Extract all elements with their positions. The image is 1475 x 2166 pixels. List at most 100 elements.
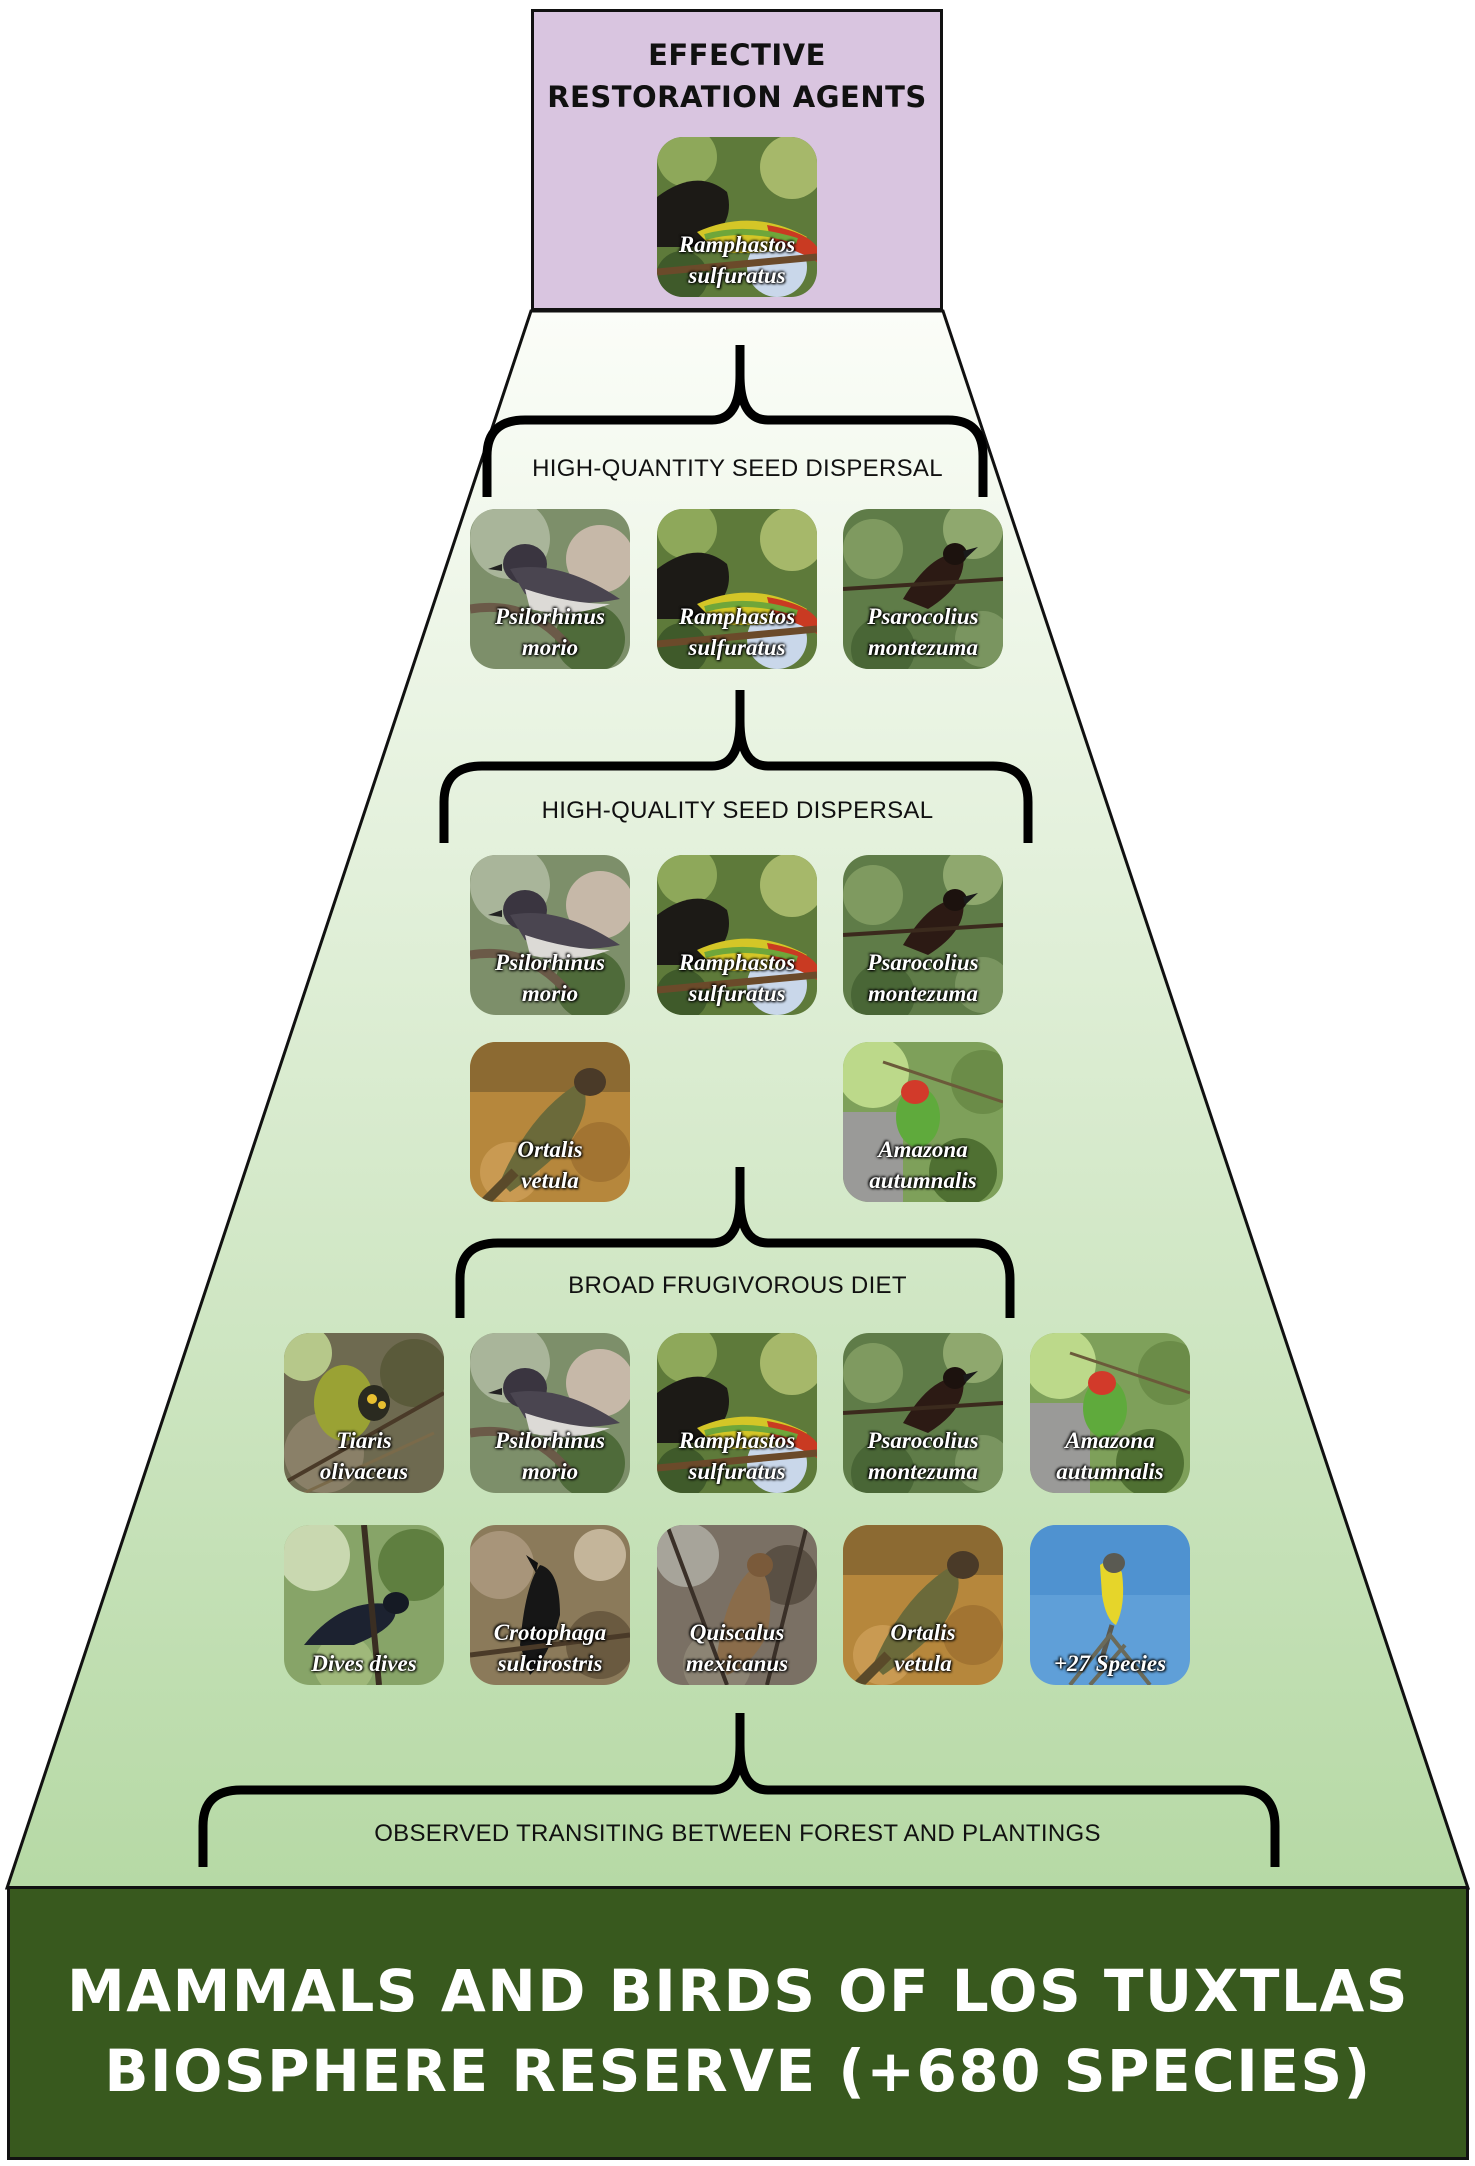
species-name-line2: olivaceus [319,1459,409,1484]
species-name: Ramphastos sulfuratus [657,229,817,291]
species-name-line2: autumnalis [869,1168,977,1193]
species-name-line2: morio [521,1459,579,1484]
species-tile-ramphastos-quality: Ramphastos sulfuratus [657,855,817,1015]
species-name-line2: morio [521,981,579,1006]
species-name-line2: sulfuratus [688,635,786,660]
toucan-photo [657,509,817,669]
species-name-line1: Amazona [1065,1428,1155,1453]
species-name-line2: morio [521,635,579,660]
species-tile-ramphastos-top: Ramphastos sulfuratus [657,137,817,297]
species-tile-ramphastos-diet: Ramphastos sulfuratus [657,1333,817,1493]
species-tile-psilorhinus-diet: Psilorhinus morio [470,1333,630,1493]
species-tile-psarocolius-quality: Psarocolius montezuma [843,855,1003,1015]
brace-diet [455,1167,1015,1318]
species-name-line1: Ramphastos [678,950,796,975]
species-tile-psilorhinus-quality: Psilorhinus morio [470,855,630,1015]
species-name-line2: sulcirostris [497,1651,603,1676]
species-name: +27 Species [1030,1648,1190,1679]
species-name-line1: Ramphastos [678,232,796,257]
toucan-photo [657,855,817,1015]
species-name: Ortalis vetula [843,1617,1003,1679]
species-name-line1: Tiaris [336,1428,392,1453]
species-name: Quiscalus mexicanus [657,1617,817,1679]
toucan-photo [657,137,817,297]
species-name-line2: vetula [521,1168,579,1193]
label-high-quantity: HIGH-QUANTITY SEED DISPERSAL [532,455,943,482]
species-name-line2: mexicanus [685,1651,789,1676]
species-name: Amazona autumnalis [1030,1425,1190,1487]
species-tile-ortalis-quality: Ortalis vetula [470,1042,630,1202]
grackle-photo [657,1525,817,1685]
species-name: Psarocolius montezuma [843,1425,1003,1487]
species-name-line1: +27 Species [1053,1651,1167,1676]
species-name: Ortalis vetula [470,1134,630,1196]
species-tile-psilorhinus-quantity: Psilorhinus morio [470,509,630,669]
species-name-line2: sulfuratus [688,263,786,288]
species-name: Ramphastos sulfuratus [657,947,817,1009]
top-title: EFFECTIVE RESTORATION AGENTS [547,38,927,114]
species-name: Dives dives [284,1648,444,1679]
label-broad-diet: BROAD FRUGIVOROUS DIET [568,1272,907,1299]
species-name-line1: Crotophaga [493,1620,607,1645]
species-tile-crotophaga-transit: Crotophaga sulcirostris [470,1525,630,1685]
species-name-line1: Psilorhinus [495,604,605,629]
brace-quality [439,690,1033,843]
chachalaca-photo [843,1525,1003,1685]
label-high-quality: HIGH-QUALITY SEED DISPERSAL [541,797,934,824]
species-tile-amazona-quality: Amazona autumnalis [843,1042,1003,1202]
species-name-line1: Dives dives [311,1651,417,1676]
brace-transit [198,1713,1280,1867]
ani-photo [470,1525,630,1685]
species-tile-ramphastos-quantity: Ramphastos sulfuratus [657,509,817,669]
species-name-line1: Ramphastos [678,1428,796,1453]
species-name: Tiaris olivaceus [284,1425,444,1487]
species-name-line1: Psarocolius [867,604,979,629]
species-name: Psilorhinus morio [470,947,630,1009]
species-name-line1: Ramphastos [678,604,796,629]
toucan-photo [657,1333,817,1493]
species-name-line1: Amazona [878,1137,968,1162]
species-name: Amazona autumnalis [843,1134,1003,1196]
species-name: Psarocolius montezuma [843,601,1003,663]
jay-photo [470,509,630,669]
parrot-photo [843,1042,1003,1202]
bottom-title: MAMMALS AND BIRDS OF LOS TUXTLAS BIOSPHE… [66,1957,1409,2105]
species-name: Ramphastos sulfuratus [657,1425,817,1487]
species-name-line1: Quiscalus [689,1620,785,1645]
chachalaca-photo [470,1042,630,1202]
oropendola-photo [843,509,1003,669]
grassquit-photo [284,1333,444,1493]
oropendola-photo [843,855,1003,1015]
species-tile-amazona-diet: Amazona autumnalis [1030,1333,1190,1493]
brace-quantity [482,345,988,497]
species-name: Psilorhinus morio [470,1425,630,1487]
species-name: Psilorhinus morio [470,601,630,663]
flycatcher-photo [1030,1525,1190,1685]
species-name-line1: Psarocolius [867,1428,979,1453]
species-tile-dives-transit: Dives dives [284,1525,444,1685]
parrot-photo [1030,1333,1190,1493]
species-tile-more-transit: +27 Species [1030,1525,1190,1685]
species-name-line2: vetula [894,1651,952,1676]
species-name-line1: Ortalis [890,1620,956,1645]
blackbird-photo [284,1525,444,1685]
species-name-line2: montezuma [868,981,978,1006]
species-tile-quiscalus-transit: Quiscalus mexicanus [657,1525,817,1685]
species-name-line1: Psilorhinus [495,950,605,975]
species-name: Ramphastos sulfuratus [657,601,817,663]
label-transit: OBSERVED TRANSITING BETWEEN FOREST AND P… [374,1820,1101,1847]
jay-photo [470,1333,630,1493]
species-name-line1: Ortalis [517,1137,583,1162]
species-name-line1: Psarocolius [867,950,979,975]
species-tile-psarocolius-diet: Psarocolius montezuma [843,1333,1003,1493]
species-name: Psarocolius montezuma [843,947,1003,1009]
species-tile-tiaris-diet: Tiaris olivaceus [284,1333,444,1493]
oropendola-photo [843,1333,1003,1493]
species-name-line2: montezuma [868,635,978,660]
species-name: Crotophaga sulcirostris [470,1617,630,1679]
mammals-birds-box: MAMMALS AND BIRDS OF LOS TUXTLAS BIOSPHE… [7,1886,1469,2160]
species-name-line2: sulfuratus [688,1459,786,1484]
species-name-line2: montezuma [868,1459,978,1484]
